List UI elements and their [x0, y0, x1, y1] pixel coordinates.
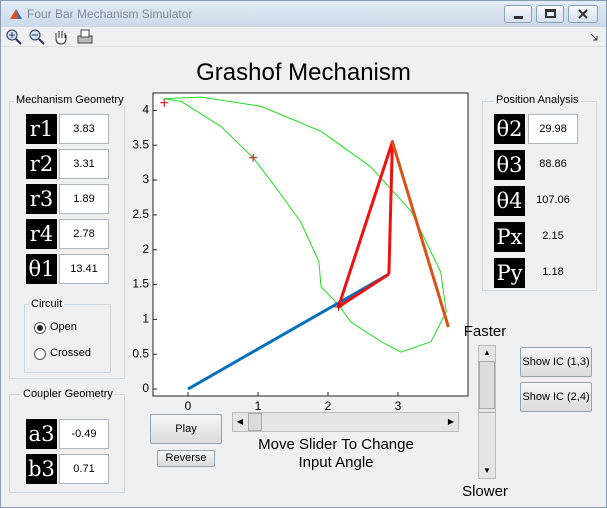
- y-tick-label: 2.5: [132, 207, 149, 221]
- row-label: θ1: [26, 254, 57, 284]
- marker: [334, 302, 343, 311]
- print-tool[interactable]: [76, 28, 94, 46]
- row-value[interactable]: 2.78: [59, 219, 109, 249]
- y-tick-label: 3.5: [132, 137, 149, 151]
- radio-label[interactable]: Open: [50, 321, 77, 333]
- row-label: r3: [26, 184, 57, 214]
- toolbar-menu[interactable]: [589, 32, 599, 42]
- coupler-curve: [164, 96, 447, 353]
- minimize-button[interactable]: [504, 5, 532, 23]
- speed-top-label: Faster: [463, 323, 507, 340]
- maximize-button[interactable]: [536, 5, 564, 23]
- y-tick-label: 3: [142, 172, 149, 186]
- plot-area: [152, 92, 469, 397]
- panel-title: Mechanism Geometry: [14, 94, 126, 106]
- y-tick-label: 1.5: [132, 277, 149, 291]
- show-ic24-button[interactable]: Show IC (2,4): [520, 382, 592, 412]
- angle-slider[interactable]: ◀ ▶: [232, 412, 459, 432]
- row-value: 1.18: [542, 266, 564, 278]
- row-label: θ2: [494, 114, 525, 144]
- heading: Grashof Mechanism: [196, 59, 411, 86]
- window-title: Four Bar Mechanism Simulator: [27, 7, 193, 21]
- pan-tool[interactable]: [52, 28, 70, 46]
- show-ic13-button[interactable]: Show IC (1,3): [520, 347, 592, 377]
- y-tick-label: 4: [142, 103, 149, 117]
- reverse-button[interactable]: Reverse: [157, 450, 215, 467]
- panel-title: Circuit: [29, 298, 65, 310]
- row-value[interactable]: -0.49: [59, 419, 109, 449]
- x-tick-label: 2: [325, 399, 332, 413]
- row-label: Py: [494, 258, 525, 288]
- title-bar: Four Bar Mechanism Simulator: [1, 1, 606, 27]
- y-tick-label: 0.5: [132, 346, 149, 360]
- slider-caption: Move Slider To Change Input Angle: [258, 436, 414, 471]
- row-label: r2: [26, 149, 57, 179]
- close-button[interactable]: [568, 5, 598, 23]
- y-tick-label: 1: [142, 312, 149, 326]
- row-value: 2.15: [542, 230, 564, 242]
- toolbar: [1, 27, 606, 47]
- row-label: Px: [494, 222, 525, 252]
- row-value[interactable]: 29.98: [528, 114, 578, 144]
- row-value[interactable]: 3.83: [59, 114, 109, 144]
- radio-label[interactable]: Crossed: [50, 347, 91, 359]
- row-value: 107.06: [536, 194, 570, 206]
- row-label: θ4: [494, 186, 525, 216]
- link: [187, 272, 390, 391]
- link: [337, 140, 394, 309]
- speed-slider[interactable]: ▲ ▼: [478, 345, 496, 479]
- panel-title: Coupler Geometry: [21, 388, 115, 400]
- x-tick-label: 1: [255, 399, 262, 413]
- speed-bottom-label: Slower: [462, 483, 508, 500]
- zoom-in-tool[interactable]: [5, 28, 23, 46]
- row-value[interactable]: 3.31: [59, 149, 109, 179]
- play-button[interactable]: Play: [150, 414, 222, 444]
- x-tick-label: 3: [395, 399, 402, 413]
- y-tick-label: 0: [142, 381, 149, 395]
- radio-button[interactable]: [34, 322, 46, 334]
- marker: [160, 98, 169, 107]
- y-tick-label: 2: [142, 242, 149, 256]
- radio-button[interactable]: [34, 348, 46, 360]
- marker: [249, 153, 258, 162]
- circuit-panel: [24, 304, 111, 373]
- radio-dot: [37, 325, 43, 331]
- link: [390, 141, 450, 328]
- zoom-out-tool[interactable]: [28, 28, 46, 46]
- row-label: r1: [26, 114, 57, 144]
- row-label: θ3: [494, 150, 525, 180]
- row-label: a3: [26, 419, 57, 449]
- app-icon: [10, 9, 22, 19]
- row-value[interactable]: 1.89: [59, 184, 109, 214]
- x-tick-label: 0: [185, 399, 192, 413]
- row-value: 88.86: [539, 158, 567, 170]
- row-value[interactable]: 13.41: [59, 254, 109, 284]
- panel-title: Position Analysis: [494, 94, 581, 106]
- row-label: b3: [26, 454, 57, 484]
- row-value[interactable]: 0.71: [59, 454, 109, 484]
- row-label: r4: [26, 219, 57, 249]
